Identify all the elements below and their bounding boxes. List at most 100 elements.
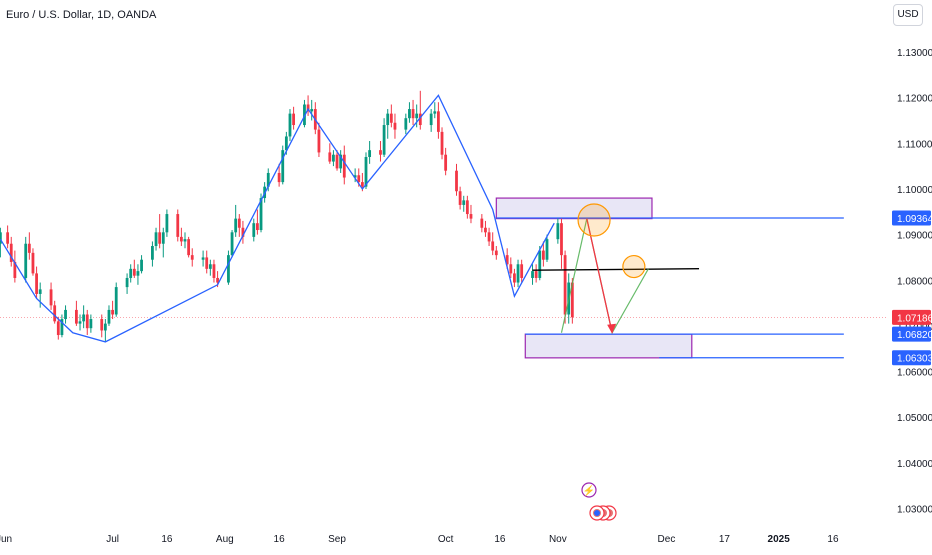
- zigzag-trendline[interactable]: [0, 94, 555, 343]
- candle-body: [408, 109, 411, 119]
- highlight-circle[interactable]: [577, 203, 611, 237]
- candle-body: [440, 131, 444, 155]
- candle-body: [538, 250, 542, 278]
- y-axis-tick-label: 1.10000: [897, 185, 932, 196]
- y-axis-tick-label: 1.11000: [897, 139, 932, 150]
- x-axis-tick-label: 2025: [768, 534, 791, 545]
- candle-body: [13, 261, 17, 278]
- price-label-box: [892, 210, 931, 226]
- candle-body: [357, 175, 361, 183]
- candle-body: [190, 255, 194, 260]
- candle-body: [353, 175, 357, 178]
- price-label-text: 1.07186: [897, 313, 932, 324]
- candle-body: [64, 309, 67, 320]
- candle-body: [342, 154, 346, 178]
- candle-body: [6, 232, 10, 244]
- y-axis-tick-label: 1.06000: [897, 368, 932, 379]
- candle-body: [60, 319, 64, 336]
- y-axis-tick-label: 1.09000: [897, 231, 932, 242]
- candle-body: [469, 214, 473, 219]
- highlight-circle[interactable]: [622, 254, 646, 279]
- candle-body: [541, 250, 545, 260]
- candle-body: [284, 136, 288, 151]
- pivot-line[interactable]: [532, 268, 700, 271]
- candle-body: [89, 319, 93, 329]
- candle-body: [328, 152, 332, 162]
- candle-body: [9, 243, 13, 262]
- x-axis-tick-label: Oct: [438, 534, 454, 545]
- candle-body: [136, 271, 140, 276]
- supply-zone-box[interactable]: [495, 197, 653, 220]
- projection-path-red[interactable]: [586, 218, 613, 333]
- candle-body: [335, 154, 339, 169]
- x-axis-tick-label: 16: [274, 534, 286, 545]
- candle-body: [158, 232, 162, 244]
- candle-body: [259, 198, 263, 231]
- candle-body: [49, 289, 53, 306]
- candle-body: [212, 264, 216, 278]
- candle-body: [234, 218, 238, 233]
- x-axis-tick-label: 16: [161, 534, 173, 545]
- candle-body: [227, 255, 230, 283]
- candle-body: [176, 214, 180, 237]
- candle-body: [132, 268, 136, 276]
- candle-body: [0, 232, 2, 244]
- candle-body: [187, 239, 191, 256]
- candle-body: [151, 246, 154, 260]
- candle-body: [545, 239, 549, 260]
- candle-body: [360, 182, 364, 187]
- chart-title: Euro / U.S. Dollar, 1D, OANDA: [6, 9, 157, 21]
- candle-body: [208, 264, 212, 269]
- candle-body: [570, 282, 574, 318]
- candle-body: [444, 154, 448, 171]
- candle-body: [252, 223, 256, 237]
- candle-body: [230, 232, 234, 256]
- candle-body: [560, 223, 563, 256]
- event-marker-circle[interactable]: [581, 482, 597, 498]
- y-axis-tick-label: 1.05000: [897, 413, 932, 424]
- candle-body: [205, 257, 209, 269]
- x-axis-tick-label: Dec: [658, 534, 676, 545]
- candle-body: [379, 150, 382, 155]
- candle-body: [487, 232, 491, 242]
- candle-body: [516, 264, 520, 283]
- candle-body: [216, 277, 219, 283]
- candle-body: [125, 277, 129, 288]
- price-label-text: 1.06303: [897, 354, 932, 365]
- candle-body: [100, 319, 104, 331]
- candle-body: [161, 232, 165, 244]
- candle-body: [364, 156, 368, 187]
- candle-body: [404, 118, 408, 130]
- candle-body: [24, 243, 28, 278]
- candle-body: [103, 323, 107, 331]
- x-axis-tick-label: Nov: [549, 534, 567, 545]
- candle-body: [368, 150, 372, 157]
- candle-body: [241, 227, 245, 237]
- candle-body: [433, 111, 437, 114]
- demand-zone-box[interactable]: [524, 333, 693, 359]
- candle-body: [201, 257, 205, 260]
- candle-body: [534, 271, 538, 278]
- candle-body: [462, 200, 466, 205]
- candle-body: [140, 259, 143, 272]
- y-axis-tick-label: 1.12000: [897, 94, 932, 105]
- candle-body: [480, 218, 484, 228]
- candle-body: [165, 214, 169, 233]
- y-axis-tick-label: 1.03000: [897, 505, 932, 516]
- candle-body: [256, 223, 259, 231]
- projection-arrowhead: [607, 323, 617, 334]
- us-flag-icon-canton: [594, 510, 600, 516]
- price-label-text: 1.09364: [897, 214, 932, 225]
- candle-body: [183, 239, 187, 242]
- x-axis-tick-label: 16: [827, 534, 839, 545]
- candle-body: [237, 218, 241, 228]
- x-axis-tick-label: Aug: [216, 534, 234, 545]
- currency-button[interactable]: USD: [893, 4, 923, 26]
- x-axis-tick-label: Jun: [0, 534, 12, 545]
- candle-body: [556, 223, 560, 240]
- candle-body: [38, 289, 42, 294]
- x-axis-tick-label: 16: [494, 534, 506, 545]
- x-axis-tick-label: 17: [719, 534, 731, 545]
